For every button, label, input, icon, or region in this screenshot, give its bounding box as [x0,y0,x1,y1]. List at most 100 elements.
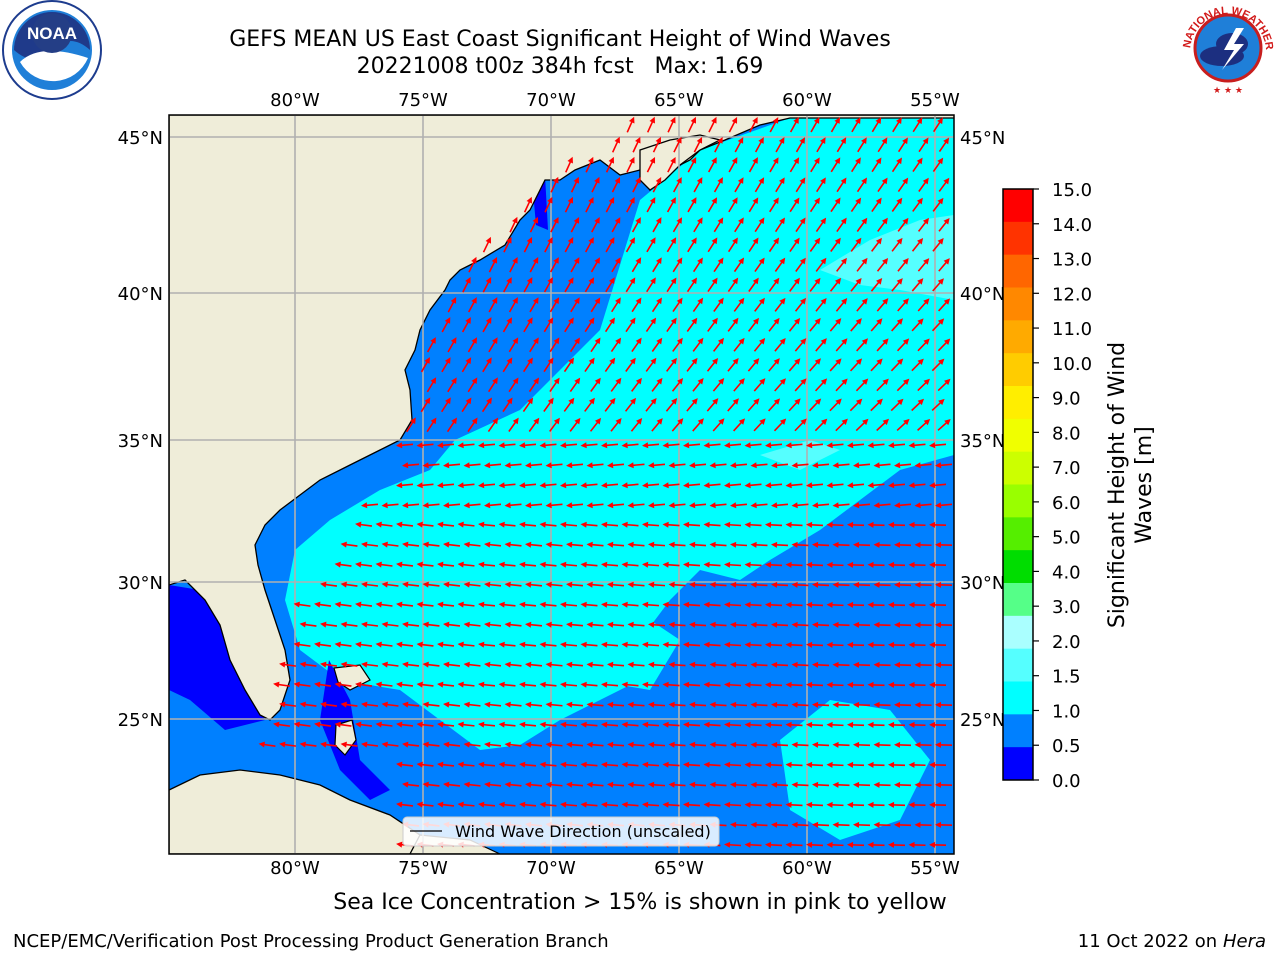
wave-direction-arrow [504,741,522,748]
wave-direction-arrow [563,397,575,412]
wave-direction-arrow [560,761,578,768]
wave-direction-arrow [856,257,868,272]
wave-direction-arrow [522,397,534,413]
wave-direction-arrow [279,741,297,748]
wave-direction-arrow [662,442,680,449]
wave-direction-arrow [867,721,885,728]
wave-direction-arrow [806,521,824,528]
wave-direction-arrow [853,781,871,788]
wave-direction-arrow [361,541,379,548]
wave-direction-arrow [381,541,399,548]
wave-direction-arrow [707,317,718,332]
wave-direction-arrow [794,418,807,432]
wave-direction-arrow [420,397,431,413]
wave-direction-arrow [604,357,616,372]
wave-direction-arrow [569,377,581,392]
wave-direction-arrow [646,277,656,293]
wave-direction-arrow [320,621,338,628]
wave-direction-arrow [873,701,891,708]
wave-direction-arrow [467,417,478,433]
wave-direction-arrow [794,378,807,392]
wave-direction-arrow [508,297,518,313]
wave-direction-arrow [938,217,950,232]
wave-direction-arrow [580,521,598,528]
wave-direction-arrow [381,502,399,509]
wave-direction-arrow [709,581,727,588]
wave-direction-arrow [566,741,584,748]
wave-direction-arrow [498,801,516,808]
wave-direction-arrow [750,821,768,828]
wave-direction-arrow [651,297,662,313]
wave-direction-arrow [747,358,760,372]
wave-direction-arrow [457,681,475,688]
wave-direction-arrow [457,521,475,528]
wave-direction-arrow [826,841,844,848]
wave-direction-arrow [730,581,748,588]
wave-direction-arrow [753,337,766,352]
colorbar-swatch [1003,714,1033,748]
wave-direction-arrow [754,297,765,312]
wave-direction-arrow [545,701,563,708]
colorbar-swatch [1003,189,1033,223]
wave-direction-arrow [724,561,742,568]
wave-direction-arrow [631,297,642,313]
wave-direction-arrow [714,137,723,153]
wave-direction-arrow [443,661,461,668]
wave-direction-arrow [416,721,434,728]
wave-direction-arrow [870,398,883,412]
wave-direction-arrow [744,521,762,528]
wave-direction-arrow [891,318,904,332]
wave-direction-arrow [806,721,824,728]
wave-direction-arrow [662,681,680,688]
wave-direction-arrow [416,561,434,568]
wave-direction-arrow [662,482,680,489]
wave-direction-arrow [484,701,502,708]
wave-direction-arrow [484,581,502,588]
wave-direction-arrow [870,278,883,292]
wave-direction-arrow [463,502,481,509]
wave-direction-arrow [580,681,598,688]
wave-direction-arrow [830,237,841,252]
wave-direction-arrow [877,137,888,153]
wave-direction-arrow [911,237,924,252]
wave-direction-arrow [730,541,748,548]
wave-direction-arrow [566,581,584,588]
wave-direction-arrow [867,601,885,608]
wave-direction-arrow [422,502,440,509]
wave-direction-arrow [706,398,719,412]
wave-direction-arrow [522,357,533,373]
wave-direction-arrow [605,156,614,173]
wave-direction-arrow [621,442,639,449]
wave-direction-arrow [509,257,518,273]
wave-direction-arrow [601,641,619,648]
wave-direction-arrow [422,781,440,788]
wave-direction-arrow [631,257,642,273]
wave-direction-arrow [873,502,891,509]
wave-direction-arrow [671,418,684,432]
wave-direction-arrow [785,801,803,808]
wave-direction-arrow [754,217,765,233]
wave-direction-arrow [771,541,789,548]
wave-direction-arrow [765,601,783,608]
wave-direction-arrow [931,398,945,412]
wave-direction-arrow [523,196,532,213]
wave-direction-arrow [566,701,584,708]
colorbar-swatch [1003,484,1033,518]
lat-label-left: 40°N [118,284,163,305]
wave-direction-arrow [627,462,645,469]
wave-direction-arrow [482,357,492,373]
wave-direction-arrow [870,318,883,332]
wave-direction-arrow [748,237,759,253]
wave-direction-arrow [733,297,745,312]
wave-direction-arrow [912,117,923,133]
wave-direction-arrow [853,821,871,828]
wave-direction-arrow [463,621,481,628]
wave-direction-arrow [932,197,944,212]
wave-direction-arrow [550,216,559,233]
wave-direction-arrow [686,317,698,332]
wave-direction-arrow [642,681,660,688]
colorbar-swatch [1003,353,1033,387]
wave-direction-arrow [478,521,496,528]
wave-direction-arrow [645,317,657,333]
wave-direction-arrow [873,821,891,828]
